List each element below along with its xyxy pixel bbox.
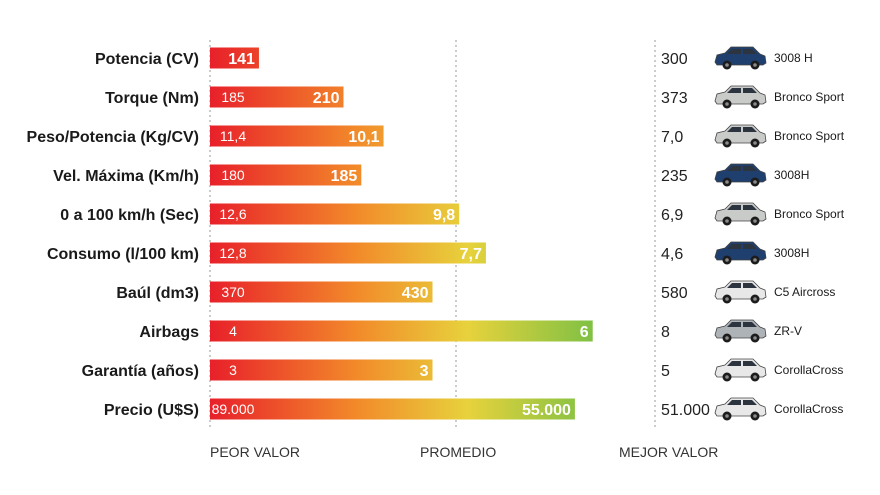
bar	[210, 164, 362, 186]
best-value-label: 8	[661, 324, 670, 341]
best-model-label: Bronco Sport	[774, 129, 845, 143]
best-model-label: CorollaCross	[774, 363, 843, 377]
worst-value-label: 370	[221, 284, 245, 300]
row-label: Vel. Máxima (Km/h)	[53, 168, 199, 185]
bar	[210, 47, 259, 69]
row-label: Precio (U$S)	[104, 402, 199, 419]
car-icon	[714, 202, 767, 226]
best-model-label: 3008H	[774, 246, 809, 260]
worst-value-label: 180	[221, 167, 245, 183]
value-label: 430	[402, 285, 429, 302]
row-label: Peso/Potencia (Kg/CV)	[27, 129, 199, 146]
chart-row: Potencia (CV) 141 300 3008 H	[95, 46, 813, 70]
bar	[210, 242, 486, 264]
best-model-label: 3008 H	[774, 51, 813, 65]
row-label: Baúl (dm3)	[116, 285, 199, 302]
car-icon	[714, 85, 767, 109]
bar	[210, 203, 460, 225]
bar	[210, 125, 384, 147]
car-icon	[714, 163, 767, 187]
row-label: Potencia (CV)	[95, 51, 199, 68]
car-icon	[714, 280, 767, 304]
row-label: Airbags	[139, 324, 199, 341]
chart-row: Consumo (l/100 km) 12,8 7,7 4,6 3008H	[47, 241, 809, 265]
bar	[210, 359, 433, 381]
value-label: 9,8	[433, 207, 455, 224]
chart-row: Baúl (dm3) 370 430 580 C5 Aircross	[116, 280, 835, 304]
value-label: 3	[420, 363, 429, 380]
best-value-label: 4,6	[661, 246, 683, 263]
axis-label-average: PROMEDIO	[420, 444, 496, 460]
row-label: Consumo (l/100 km)	[47, 246, 199, 263]
axis-label-worst: PEOR VALOR	[210, 444, 300, 460]
chart-row: Precio (U$S) 89.000 55.000 51.000 CorollaCro…	[104, 397, 843, 421]
worst-value-label: 89.000	[212, 401, 255, 417]
best-model-label: CorollaCross	[774, 402, 843, 416]
best-model-label: Bronco Sport	[774, 207, 845, 221]
best-model-label: ZR-V	[774, 324, 802, 338]
bar	[210, 86, 344, 108]
row-label: Garantía (años)	[82, 363, 199, 380]
value-label: 7,7	[460, 246, 482, 263]
bar-rows: Potencia (CV) 141 300 3008 H Torque (Nm) 185 2…	[27, 46, 845, 421]
chart-row: Garantía (años) 3 3 5 CorollaCross	[82, 358, 843, 382]
chart-row: Airbags 4 6 8 ZR-V	[139, 319, 802, 343]
car-icon	[714, 397, 767, 421]
bar	[210, 320, 593, 342]
best-value-label: 300	[661, 51, 688, 68]
row-label: Torque (Nm)	[105, 90, 199, 107]
worst-value-label: 4	[229, 323, 237, 339]
row-label: 0 a 100 km/h (Sec)	[60, 207, 199, 224]
car-icon	[714, 241, 767, 265]
car-icon	[714, 319, 767, 343]
worst-value-label: 11,4	[220, 128, 246, 144]
car-icon	[714, 358, 767, 382]
worst-value-label: 12,6	[219, 206, 246, 222]
best-value-label: 51.000	[661, 402, 710, 419]
best-value-label: 580	[661, 285, 688, 302]
value-label: 55.000	[522, 402, 571, 419]
value-label: 6	[580, 324, 589, 341]
car-icon	[714, 46, 767, 70]
best-model-label: Bronco Sport	[774, 90, 845, 104]
value-label: 210	[313, 90, 340, 107]
best-value-label: 6,9	[661, 207, 683, 224]
best-value-label: 5	[661, 363, 670, 380]
bar	[210, 281, 433, 303]
value-label: 141	[228, 51, 255, 68]
worst-value-label: 3	[229, 362, 237, 378]
chart-row: Torque (Nm) 185 210 373 Bronco Sport	[105, 85, 845, 109]
best-model-label: C5 Aircross	[774, 285, 835, 299]
best-value-label: 373	[661, 90, 688, 107]
chart-row: Peso/Potencia (Kg/CV) 11,4 10,1 7,0 Bronco S…	[27, 124, 845, 148]
chart-row: Vel. Máxima (Km/h) 180 185 235 3008H	[53, 163, 809, 187]
worst-value-label: 12,8	[219, 245, 246, 261]
value-label: 10,1	[348, 129, 379, 146]
worst-value-label: 185	[221, 89, 245, 105]
axis-labels: PEOR VALOR PROMEDIO MEJOR VALOR	[210, 444, 718, 460]
car-icon	[714, 124, 767, 148]
chart-row: 0 a 100 km/h (Sec) 12,6 9,8 6,9 Bronco Sport	[60, 202, 845, 226]
bar	[210, 398, 575, 420]
best-model-label: 3008H	[774, 168, 809, 182]
axis-label-best: MEJOR VALOR	[619, 444, 718, 460]
best-value-label: 235	[661, 168, 688, 185]
best-value-label: 7,0	[661, 129, 683, 146]
value-label: 185	[331, 168, 358, 185]
